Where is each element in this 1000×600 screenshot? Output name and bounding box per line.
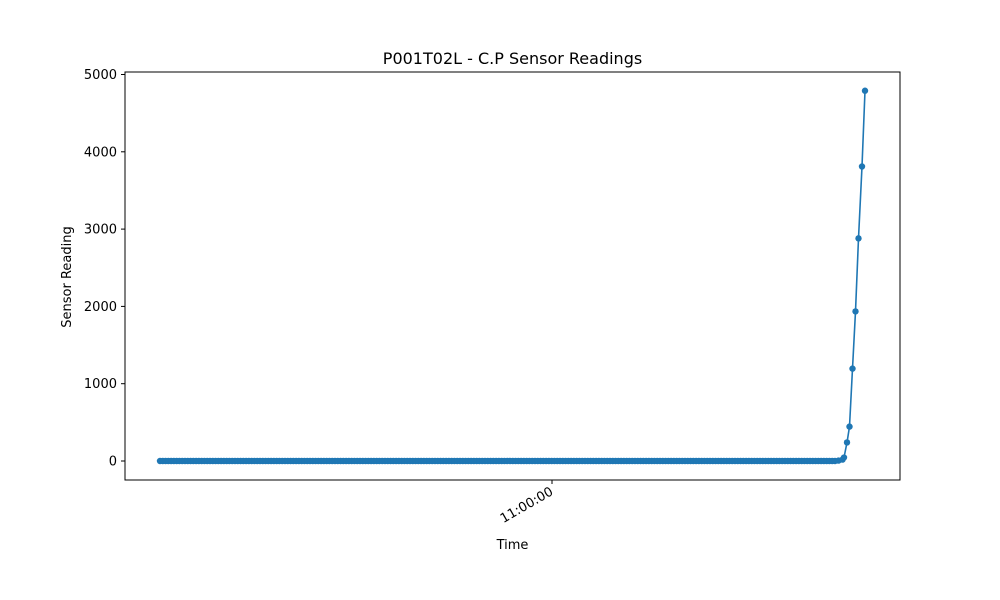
data-point (846, 423, 853, 430)
y-tick-label-0: 0 (109, 455, 117, 470)
chart-title: P001T02L - C.P Sensor Readings (383, 49, 642, 68)
data-point (861, 87, 869, 94)
plot-area (156, 87, 869, 465)
data-point (849, 365, 856, 372)
y-tick-label-1000: 1000 (84, 377, 117, 392)
data-point (840, 454, 848, 461)
data-point (858, 163, 866, 170)
data-point (852, 308, 859, 315)
y-tick-label-3000: 3000 (84, 223, 117, 238)
data-point (843, 439, 851, 446)
y-tick-label-5000: 5000 (84, 68, 117, 83)
plot-frame (124, 71, 901, 481)
y-tick-label-4000: 4000 (84, 145, 117, 160)
y-tick-label-2000: 2000 (84, 300, 117, 315)
x-axis-title: Time (496, 538, 529, 553)
y-axis-title: Sensor Reading (60, 226, 75, 327)
y-axis: 0 1000 2000 3000 4000 5000 (84, 68, 125, 470)
data-point (855, 235, 862, 242)
